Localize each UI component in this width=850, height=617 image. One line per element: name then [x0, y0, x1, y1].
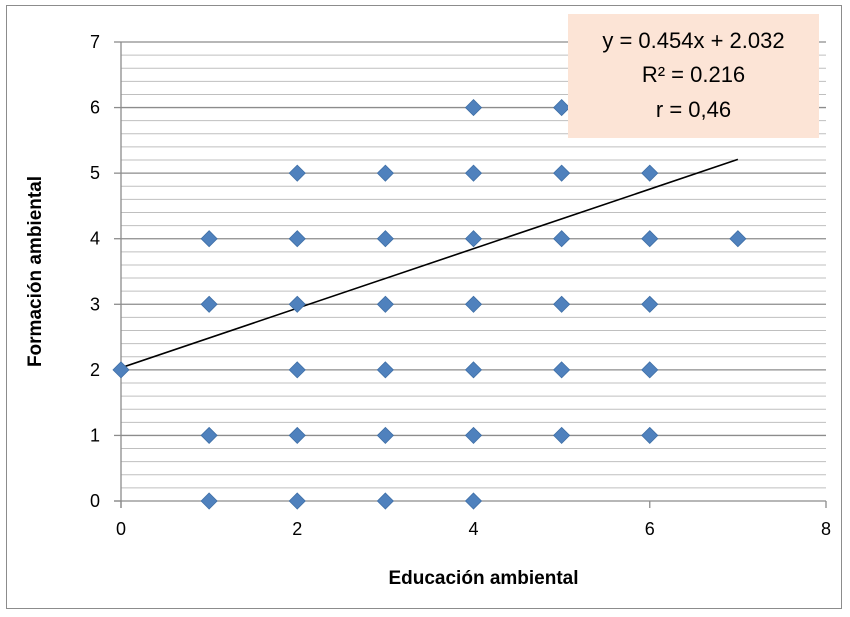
equation-annotation: y = 0.454x + 2.032 R² = 0.216 r = 0,46	[568, 14, 819, 138]
data-point	[112, 361, 130, 379]
x-tick-label: 6	[645, 519, 655, 539]
data-point	[464, 99, 483, 117]
data-point	[288, 361, 306, 379]
data-point	[464, 295, 483, 313]
data-point	[376, 295, 394, 313]
data-point	[288, 426, 306, 444]
data-point	[200, 230, 218, 248]
data-point	[288, 164, 306, 182]
x-tick-label: 8	[821, 519, 831, 539]
data-point	[464, 230, 483, 248]
data-point	[641, 361, 659, 379]
data-point	[376, 426, 394, 444]
data-point	[641, 164, 659, 182]
data-point	[553, 230, 571, 248]
data-point	[641, 295, 659, 313]
data-point	[729, 230, 747, 248]
data-point	[200, 295, 218, 313]
trendline-group	[120, 158, 739, 369]
r-squared-label: R² = 0.216	[642, 62, 745, 87]
data-point	[376, 492, 394, 510]
data-point	[553, 295, 571, 313]
data-point	[200, 492, 218, 510]
data-point	[200, 426, 218, 444]
data-point	[376, 230, 394, 248]
data-point	[464, 492, 483, 510]
x-tick-label: 0	[116, 519, 126, 539]
y-tick-label: 7	[90, 32, 100, 52]
y-tick-labels: 0 1 2 3 4 5 6 7	[90, 32, 100, 511]
y-tick-label: 4	[90, 229, 100, 249]
data-point	[464, 361, 483, 379]
equation-box	[568, 14, 819, 138]
x-tick-label: 4	[468, 519, 478, 539]
y-tick-label: 2	[90, 360, 100, 380]
data-point	[288, 230, 306, 248]
x-tick-labels: 0 2 4 6 8	[116, 519, 831, 539]
data-point	[641, 426, 659, 444]
data-point	[288, 295, 306, 313]
data-point	[553, 164, 571, 182]
y-tick-label: 0	[90, 491, 100, 511]
x-tick-label: 2	[292, 519, 302, 539]
minor-gridlines	[121, 54, 826, 489]
data-point	[641, 230, 659, 248]
data-point	[376, 361, 394, 379]
data-point	[553, 361, 571, 379]
x-axis-title: Educación ambiental	[388, 568, 578, 589]
trend-equation: y = 0.454x + 2.032	[602, 28, 784, 53]
data-point	[464, 164, 483, 182]
y-axis-title: Formación ambiental	[25, 176, 46, 367]
correlation-label: r = 0,46	[656, 97, 731, 122]
data-point	[376, 164, 394, 182]
y-tick-label: 3	[90, 294, 100, 314]
trendline	[120, 158, 739, 369]
data-point	[464, 426, 483, 444]
y-tick-label: 5	[90, 163, 100, 183]
data-points	[112, 99, 747, 510]
y-tick-label: 6	[90, 98, 100, 118]
data-point	[553, 99, 571, 117]
data-point	[553, 426, 571, 444]
data-point	[288, 492, 306, 510]
y-tick-label: 1	[90, 425, 100, 445]
